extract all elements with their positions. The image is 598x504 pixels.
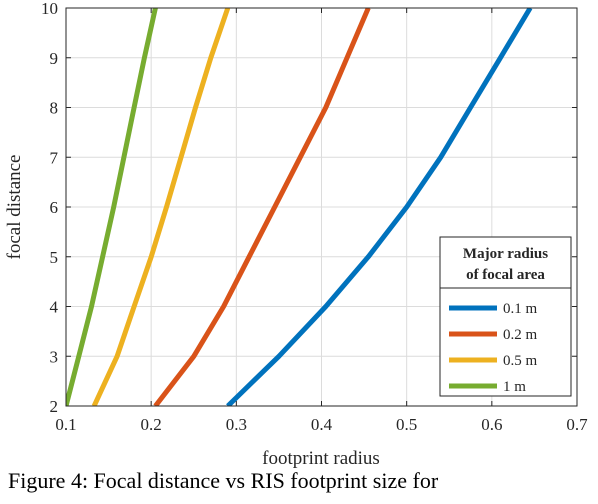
y-axis-label: focal distance [4, 155, 25, 260]
line-chart: 0.1 0.2 0.3 0.4 0.5 0.6 0.7 2 3 4 5 6 7 8 9 10 footpri… [4, 0, 588, 469]
y-tick-label: 6 [50, 198, 59, 217]
legend-label-1: 0.1 m [503, 301, 538, 317]
legend-label-2: 0.2 m [503, 327, 538, 343]
y-tick-label: 10 [41, 0, 58, 18]
legend-title-line2: of focal area [466, 267, 545, 283]
legend-box [439, 236, 572, 397]
series-line-4 [66, 8, 158, 406]
x-tick-labels: 0.1 0.2 0.3 0.4 0.5 0.6 0.7 [55, 415, 588, 434]
series-line-1 [226, 8, 533, 406]
legend-label-3: 0.5 m [503, 353, 538, 369]
y-tick-label: 2 [50, 397, 59, 416]
x-tick-label: 0.5 [396, 415, 417, 434]
y-tick-label: 3 [50, 347, 59, 366]
legend-title-line1: Major radius [463, 246, 548, 262]
legend-entries: 0.1 m 0.2 m 0.5 m 1 m [449, 301, 538, 395]
x-tick-label: 0.4 [311, 415, 333, 434]
legend-label-4: 1 m [503, 379, 526, 395]
series-group [66, 8, 533, 406]
x-tick-label: 0.6 [481, 415, 502, 434]
y-tick-label: 9 [50, 49, 59, 68]
x-axis-label: footprint radius [262, 448, 380, 469]
y-tick-label: 4 [50, 298, 59, 317]
x-tick-label: 0.2 [141, 415, 162, 434]
x-tick-label: 0.3 [226, 415, 247, 434]
series-line-3 [91, 8, 231, 406]
x-tick-label: 0.1 [55, 415, 76, 434]
y-tick-labels: 2 3 4 5 6 7 8 9 10 [41, 0, 59, 416]
legend: Major radius of focal area 0.1 m 0.2 m 0.5… [439, 236, 572, 397]
y-tick-label: 8 [50, 99, 59, 118]
y-tick-label: 7 [50, 148, 59, 167]
figure-caption: Figure 4: Focal distance vs RIS footprin… [8, 468, 439, 493]
x-tick-label: 0.7 [566, 415, 588, 434]
series-line-2 [153, 8, 371, 406]
y-tick-label: 5 [50, 248, 59, 267]
tick-marks [65, 7, 578, 407]
